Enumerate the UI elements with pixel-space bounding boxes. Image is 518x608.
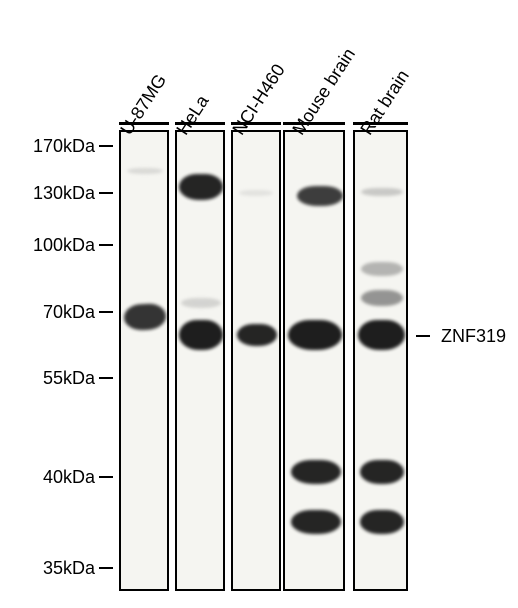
blot-band (291, 460, 341, 484)
mw-label: 130kDa (33, 183, 95, 204)
blot-band (361, 262, 403, 276)
mw-label: 55kDa (43, 368, 95, 389)
blot-band (127, 168, 163, 174)
mw-label: 170kDa (33, 136, 95, 157)
lane-label: Rat brain (356, 66, 413, 139)
mw-label: 35kDa (43, 558, 95, 579)
mw-tick (99, 377, 113, 379)
blot-band (237, 324, 277, 346)
protein-label: ZNF319 (441, 326, 506, 347)
blot-band (181, 298, 221, 308)
lane-box (231, 130, 281, 591)
blot-band (291, 510, 341, 534)
blot-band (360, 460, 404, 484)
mw-tick (99, 244, 113, 246)
blot-band (361, 290, 403, 306)
lane-label: U-87MG (116, 71, 171, 139)
blot-band (239, 190, 273, 196)
blot-band (358, 320, 405, 350)
blot-band (179, 320, 223, 350)
protein-tick (416, 335, 430, 337)
mw-tick (99, 311, 113, 313)
mw-label: 70kDa (43, 302, 95, 323)
mw-label: 100kDa (33, 235, 95, 256)
blot-band (360, 510, 404, 534)
mw-tick (99, 476, 113, 478)
blot-band (297, 186, 343, 206)
blot-band (288, 320, 342, 350)
mw-label: 40kDa (43, 467, 95, 488)
mw-tick (99, 567, 113, 569)
mw-tick (99, 145, 113, 147)
blot-band (361, 188, 403, 196)
mw-tick (99, 192, 113, 194)
lane-label: NCI-H460 (228, 60, 289, 139)
blot-band (179, 174, 223, 200)
lane-box (119, 130, 169, 591)
